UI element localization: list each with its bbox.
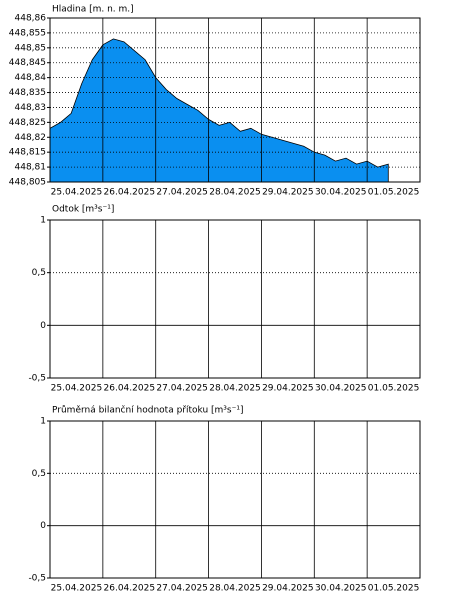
x-tick-label: 25.04.2025 bbox=[51, 384, 103, 394]
y-tick-label: 448,835 bbox=[9, 88, 46, 98]
x-tick-label: 25.04.2025 bbox=[51, 188, 103, 198]
x-tick-label: 30.04.2025 bbox=[315, 584, 367, 594]
x-tick-label: 29.04.2025 bbox=[262, 384, 314, 394]
y-tick-label: -0,5 bbox=[28, 374, 46, 384]
y-tick-label: 448,805 bbox=[9, 178, 46, 188]
x-tick-label: 26.04.2025 bbox=[104, 188, 156, 198]
area bbox=[49, 38, 389, 183]
y-tick-label: 0 bbox=[40, 321, 46, 331]
x-tick-label: 30.04.2025 bbox=[315, 384, 367, 394]
x-tick-label: 27.04.2025 bbox=[156, 584, 208, 594]
y-tick-label: 448,83 bbox=[15, 103, 47, 113]
x-tick-label: 26.04.2025 bbox=[104, 384, 156, 394]
y-tick-label: 448,815 bbox=[9, 148, 46, 158]
x-tick-label: 30.04.2025 bbox=[315, 188, 367, 198]
y-tick-label: 0 bbox=[40, 521, 46, 531]
x-tick-label: 01.05.2025 bbox=[368, 188, 420, 198]
y-tick-label: 0,5 bbox=[32, 268, 46, 278]
y-tick-label: 1 bbox=[40, 417, 46, 427]
x-tick-label: 28.04.2025 bbox=[209, 188, 261, 198]
panel-title: Odtok [m³s⁻¹] bbox=[52, 205, 114, 215]
panel-title: Hladina [m. n. m.] bbox=[52, 5, 134, 15]
x-tick-label: 29.04.2025 bbox=[262, 188, 314, 198]
y-tick-label: 448,825 bbox=[9, 118, 46, 128]
plot-frame bbox=[49, 219, 421, 379]
y-tick-label: 448,82 bbox=[15, 133, 47, 143]
y-tick-label: 448,81 bbox=[15, 163, 47, 173]
y-tick-label: 1 bbox=[40, 216, 46, 226]
y-tick-label: 0,5 bbox=[32, 469, 46, 479]
x-tick-label: 27.04.2025 bbox=[156, 384, 208, 394]
x-tick-label: 25.04.2025 bbox=[51, 584, 103, 594]
y-tick-label: 448,84 bbox=[15, 73, 47, 83]
panel-title: Průměrná bilanční hodnota přítoku [m³s⁻¹… bbox=[52, 405, 243, 416]
plot-frame bbox=[49, 420, 421, 579]
x-tick-label: 29.04.2025 bbox=[262, 584, 314, 594]
y-tick-label: 448,86 bbox=[15, 14, 47, 24]
plot-frame bbox=[49, 17, 421, 183]
x-tick-label: 28.04.2025 bbox=[209, 584, 261, 594]
x-tick-label: 27.04.2025 bbox=[156, 188, 208, 198]
y-tick-label: -0,5 bbox=[28, 574, 46, 584]
x-tick-label: 01.05.2025 bbox=[368, 384, 420, 394]
y-tick-label: 448,85 bbox=[15, 43, 47, 53]
x-tick-label: 01.05.2025 bbox=[368, 584, 420, 594]
x-tick-label: 28.04.2025 bbox=[209, 384, 261, 394]
y-tick-label: 448,855 bbox=[9, 28, 46, 38]
y-tick-label: 448,845 bbox=[9, 58, 46, 68]
x-tick-label: 26.04.2025 bbox=[104, 584, 156, 594]
